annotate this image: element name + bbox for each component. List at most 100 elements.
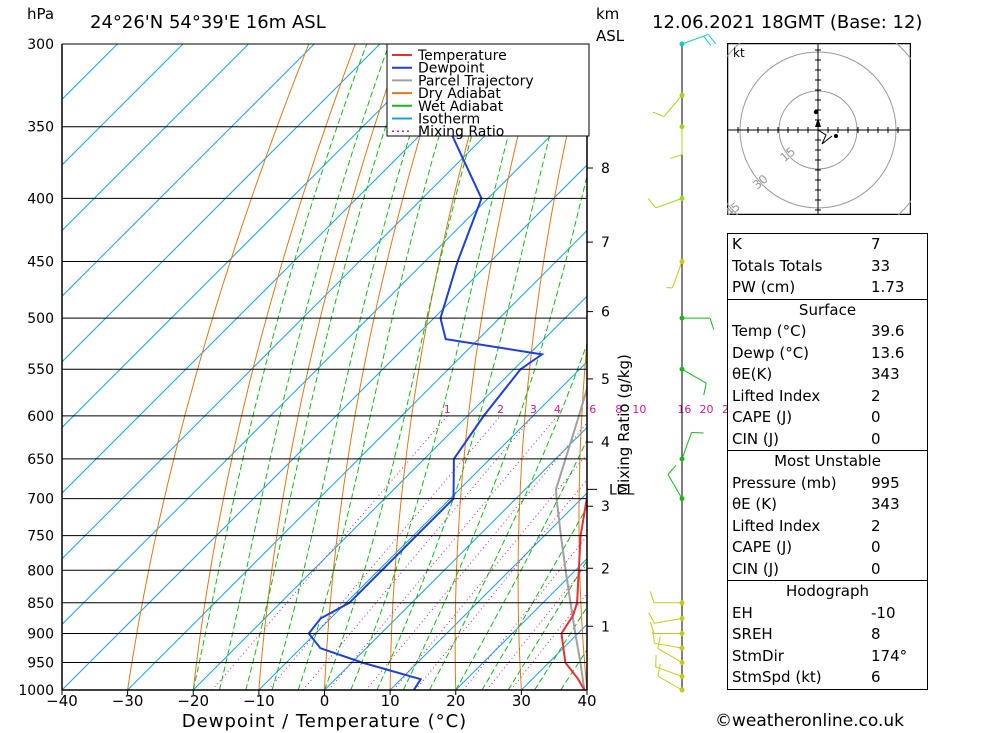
stat-value: 174° <box>871 646 908 665</box>
wind-dot <box>679 659 685 665</box>
wind-barb <box>654 617 683 624</box>
mixing-ratio-label: 1 <box>444 403 451 416</box>
stat-row: StmSpd (kt) 6 <box>728 667 927 689</box>
hpa-label: hPa <box>27 5 55 23</box>
pressure-tick-label: 600 <box>27 409 54 425</box>
wind-barb-flag <box>652 631 655 644</box>
legend-label: Temperature <box>417 48 507 64</box>
wind-barb <box>681 33 709 45</box>
stat-row: Lifted Index 2 <box>728 516 927 538</box>
stat-label: StmSpd (kt) <box>732 668 822 686</box>
stat-row: CAPE (J) 0 <box>728 537 927 559</box>
wet-adiabat <box>481 505 587 690</box>
stat-value: 0 <box>871 559 881 578</box>
dry-adiabat <box>258 44 403 690</box>
wind-dot <box>679 124 685 130</box>
stat-row: CIN (J) 0 <box>728 429 927 451</box>
stat-value: 2 <box>871 516 881 535</box>
mixing-ratio-line <box>415 478 587 690</box>
isotherm-line <box>62 44 381 363</box>
mixing-ratio-line <box>267 415 501 690</box>
stat-label: Temp (°C) <box>732 322 807 340</box>
wind-barb-flag <box>703 35 712 46</box>
wind-dot <box>679 315 685 321</box>
surface-section: Surface Temp (°C) 39.6 Dewp (°C) 13.6 θE(K) 3… <box>728 298 927 451</box>
wind-barb <box>655 666 683 677</box>
asl-label: ASL <box>596 27 625 45</box>
pressure-tick-label: 500 <box>27 311 54 327</box>
legend-label: Parcel Trajectory <box>418 73 534 89</box>
mixing-ratio-line <box>328 415 558 690</box>
wind-dot <box>679 496 685 502</box>
pressure-tick-label: 900 <box>27 626 54 642</box>
isotherm-line <box>62 44 512 494</box>
x-tick-label: 20 <box>446 692 465 710</box>
wind-barb <box>654 642 683 649</box>
wind-barb <box>657 648 683 663</box>
hodograph-trace <box>817 129 833 145</box>
hodograph-section: Hodograph EH -10 SREH 8 StmDir 174° StmSpd (kt… <box>728 580 927 689</box>
stat-value: 0 <box>871 538 881 556</box>
stat-value: 995 <box>871 473 900 492</box>
isotherm-line <box>62 44 184 166</box>
mixing-ratio-label: 2 <box>497 403 504 416</box>
wind-barb <box>667 474 683 499</box>
wind-barb-flag <box>657 636 661 649</box>
wind-dot <box>679 630 685 636</box>
wet-adiabat <box>507 559 587 690</box>
mixing-ratio-line <box>462 535 587 690</box>
stat-label: Dewp (°C) <box>732 343 810 362</box>
wind-barb-flag <box>707 34 717 45</box>
stat-value: 0 <box>871 429 881 448</box>
km-tick-label: 2 <box>601 561 610 577</box>
wind-barb-flag <box>709 317 715 330</box>
x-axis-label: Dewpoint / Temperature (°C) <box>182 711 467 732</box>
km-tick-label: 8 <box>601 161 610 177</box>
isotherm-line <box>455 558 587 690</box>
dry-adiabat <box>324 44 449 690</box>
stats-panel: K 7 Totals Totals 33 PW (cm) 1.73 Surface Tem… <box>727 233 928 690</box>
stat-label: PW (cm) <box>732 278 796 296</box>
stat-label: K <box>732 235 742 253</box>
wind-dot <box>679 195 685 201</box>
pressure-tick-label: 550 <box>27 362 54 378</box>
mixing-ratio-label: 3 <box>530 403 537 416</box>
stat-row: CIN (J) 0 <box>728 559 927 581</box>
isotherm-line <box>62 98 587 626</box>
dry-adiabat <box>127 44 310 690</box>
stat-row: Lifted Index 2 <box>728 386 927 408</box>
temperature-line <box>560 491 587 690</box>
stat-row: Pressure (mb) 995 <box>728 473 927 495</box>
isotherm-line <box>258 361 587 690</box>
lcl-label: LCL <box>609 482 635 498</box>
isotherm-line <box>324 426 587 690</box>
stat-value: 343 <box>871 365 900 383</box>
wet-adiabat <box>350 44 534 690</box>
km-tick-label: 1 <box>601 619 610 635</box>
stat-row: θE(K) 343 <box>728 364 927 386</box>
wind-dot <box>679 673 685 679</box>
stat-value: 33 <box>871 256 891 275</box>
pressure-tick-label: 400 <box>27 191 54 207</box>
wind-dot <box>679 600 685 606</box>
legend-label: Wet Adiabat <box>418 99 504 115</box>
pressure-tick-label: 300 <box>27 37 54 53</box>
wind-dot <box>679 41 685 47</box>
stat-value: 7 <box>871 235 881 253</box>
mixing-ratio-label: 6 <box>589 403 596 416</box>
mixing-ratio-line <box>211 415 448 690</box>
km-tick-label: 5 <box>601 372 610 388</box>
datetime-title: 12.06.2021 18GMT (Base: 12) <box>652 12 923 33</box>
legend-label: Isotherm <box>418 112 480 128</box>
wind-barb-flag <box>703 383 707 396</box>
storm-motion-marker <box>815 118 821 127</box>
pressure-tick-label: 850 <box>27 596 54 612</box>
stat-label: CIN (J) <box>732 559 780 578</box>
x-tick-label: −20 <box>177 692 209 710</box>
stat-label: Totals Totals <box>732 256 823 275</box>
wind-barb-flag <box>667 465 677 475</box>
km-label: km <box>596 5 620 23</box>
x-tick-label: 30 <box>512 692 531 710</box>
